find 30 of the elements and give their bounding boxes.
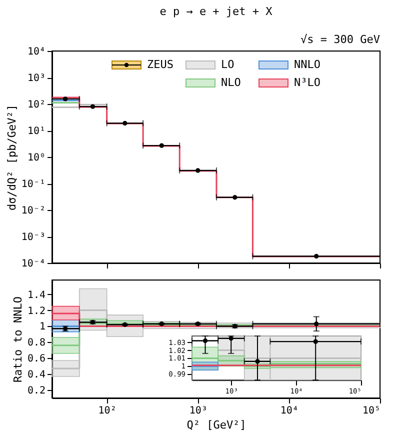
- y-tick-label: 0.4: [27, 370, 46, 381]
- y-axis-title: Ratio to NNLO: [11, 296, 24, 383]
- y-tick-label: 10⁻¹: [21, 179, 46, 190]
- y-tick-label: 0.2: [27, 386, 46, 397]
- y-tick-label: 10⁻²: [21, 206, 46, 216]
- legend-label: NNLO: [294, 58, 320, 71]
- y-tick-label: 10³: [27, 73, 46, 84]
- legend-label: LO: [221, 58, 234, 71]
- y-tick-label: 10⁻³: [21, 232, 46, 243]
- y-tick-label: 1.2: [27, 306, 46, 317]
- legend-label: N³LO: [294, 76, 320, 89]
- y-tick-label: 10⁰: [27, 152, 46, 164]
- y-tick-label: 10²: [27, 100, 46, 110]
- y-tick-label: 10¹: [27, 126, 46, 137]
- y-tick-label: 0.8: [27, 338, 46, 349]
- chart-title: e p → e + jet + X: [160, 5, 273, 18]
- y-tick-label: 10⁻⁴: [21, 258, 46, 270]
- x-tick-label: 10³: [189, 406, 208, 416]
- x-axis-title: Q² [GeV²]: [186, 418, 246, 432]
- legend-label: NLO: [221, 76, 241, 89]
- y-tick-label: 0.6: [27, 354, 46, 365]
- legend-label: ZEUS: [147, 58, 174, 71]
- y-tick-label: 1: [39, 322, 46, 333]
- y-tick-label: 10⁴: [27, 46, 46, 58]
- x-tick-label: 10⁵: [362, 406, 380, 416]
- y-tick-label: 1.4: [27, 290, 46, 301]
- text: √s = 300 GeV: [300, 33, 380, 46]
- y-axis-title: dσ/dQ² [pb/GeV²]: [5, 104, 18, 210]
- x-tick-label: 10⁴: [280, 406, 298, 416]
- x-tick-label: 10²: [98, 406, 116, 416]
